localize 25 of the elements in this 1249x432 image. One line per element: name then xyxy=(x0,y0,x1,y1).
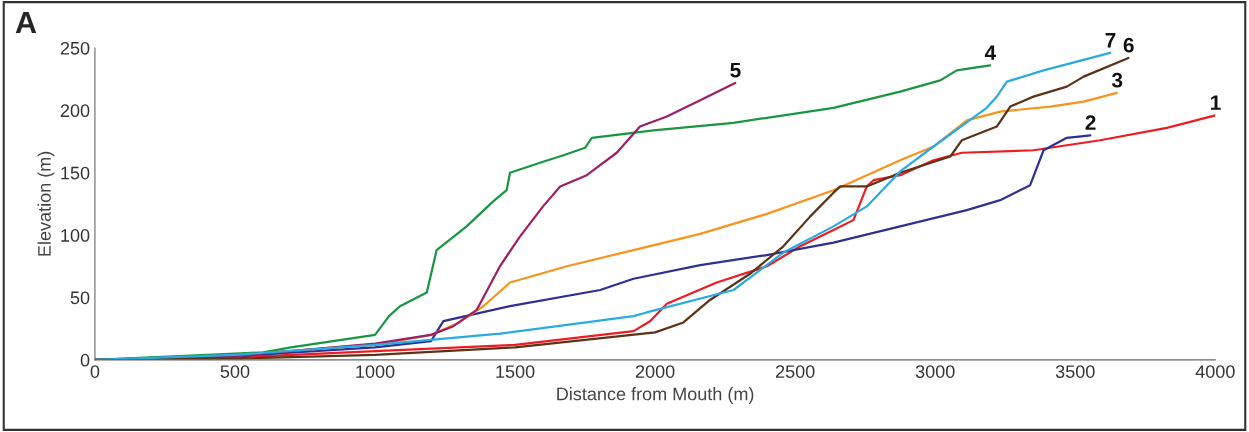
x-tick-label: 2000 xyxy=(635,365,675,378)
x-tick-label: 500 xyxy=(220,365,250,378)
y-tick-label: 100 xyxy=(61,229,90,242)
y-axis-title: Elevation (m) xyxy=(37,151,55,256)
x-tick-label: 1500 xyxy=(496,365,535,378)
x-tick-label: 1000 xyxy=(356,365,395,378)
y-tick-label: 150 xyxy=(61,166,90,180)
series-label: 1 xyxy=(1211,95,1221,110)
x-tick-label: 4000 xyxy=(1195,365,1235,378)
x-tick-label: 0 xyxy=(90,365,100,378)
series-label: 6 xyxy=(1123,37,1134,53)
x-axis-title: Distance from Mouth (m) xyxy=(557,387,754,404)
x-tick-label: 3500 xyxy=(1055,365,1095,378)
y-tick-label: 250 xyxy=(60,41,90,55)
x-tick-label: 2500 xyxy=(775,365,815,378)
x-tick-label: 3000 xyxy=(915,365,955,378)
y-tick-label: 0 xyxy=(80,353,90,367)
series-label: 3 xyxy=(1111,72,1123,88)
chart-title: A xyxy=(15,11,37,33)
series-label: 7 xyxy=(1105,33,1116,48)
series-label: 2 xyxy=(1085,115,1096,130)
series-label: 5 xyxy=(730,63,741,78)
y-tick-label: 50 xyxy=(70,291,90,305)
series-label: 4 xyxy=(984,45,997,60)
y-tick-label: 200 xyxy=(60,104,90,118)
